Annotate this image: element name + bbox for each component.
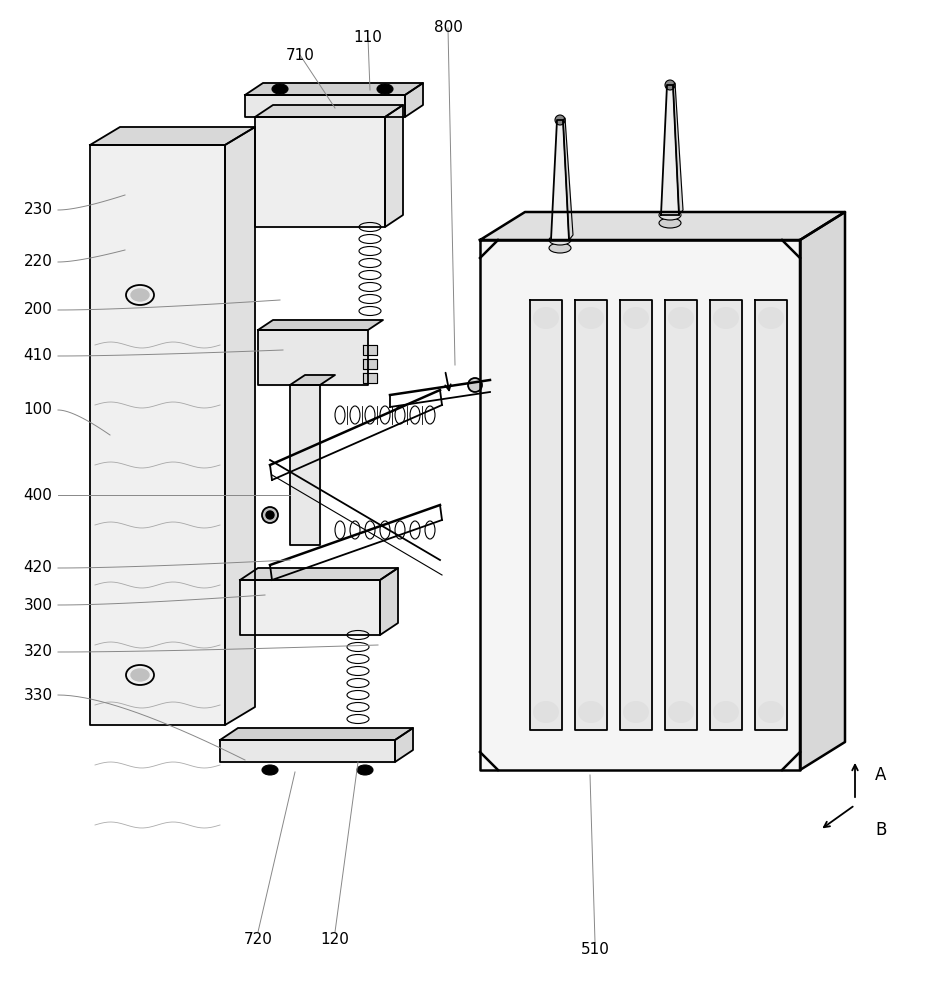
- Polygon shape: [782, 240, 800, 258]
- Polygon shape: [90, 127, 255, 145]
- Polygon shape: [480, 212, 845, 240]
- Polygon shape: [530, 300, 562, 730]
- Polygon shape: [405, 83, 423, 117]
- Ellipse shape: [360, 767, 370, 773]
- Text: 410: 410: [24, 349, 53, 363]
- Polygon shape: [661, 85, 679, 215]
- Text: 120: 120: [321, 932, 350, 948]
- Text: B: B: [875, 821, 886, 839]
- Text: 510: 510: [581, 942, 609, 958]
- Ellipse shape: [713, 701, 739, 723]
- Ellipse shape: [533, 307, 559, 329]
- Polygon shape: [782, 752, 800, 770]
- Polygon shape: [480, 752, 498, 770]
- Polygon shape: [245, 83, 423, 95]
- Polygon shape: [480, 240, 800, 770]
- Ellipse shape: [659, 210, 681, 220]
- Polygon shape: [710, 300, 742, 730]
- Ellipse shape: [533, 701, 559, 723]
- Text: 110: 110: [353, 30, 383, 45]
- Circle shape: [262, 507, 278, 523]
- Text: 420: 420: [24, 560, 53, 576]
- Ellipse shape: [659, 218, 681, 228]
- Polygon shape: [220, 728, 413, 740]
- Ellipse shape: [713, 307, 739, 329]
- Polygon shape: [240, 568, 398, 580]
- Ellipse shape: [272, 84, 288, 94]
- Ellipse shape: [265, 767, 275, 773]
- Ellipse shape: [758, 307, 784, 329]
- Ellipse shape: [357, 765, 373, 775]
- Polygon shape: [673, 83, 683, 215]
- Text: 200: 200: [24, 302, 53, 318]
- Polygon shape: [240, 580, 380, 635]
- Polygon shape: [255, 105, 403, 117]
- Text: 720: 720: [243, 932, 273, 948]
- Circle shape: [665, 80, 675, 90]
- Polygon shape: [551, 120, 569, 240]
- Ellipse shape: [131, 669, 149, 681]
- Text: A: A: [875, 766, 886, 784]
- Polygon shape: [225, 127, 255, 725]
- Ellipse shape: [377, 84, 393, 94]
- Polygon shape: [800, 212, 845, 770]
- Text: 800: 800: [433, 20, 462, 35]
- Text: 100: 100: [24, 402, 53, 418]
- Ellipse shape: [131, 289, 149, 301]
- Ellipse shape: [623, 701, 649, 723]
- Polygon shape: [258, 330, 368, 385]
- Ellipse shape: [758, 701, 784, 723]
- Ellipse shape: [623, 307, 649, 329]
- Polygon shape: [220, 740, 395, 762]
- Polygon shape: [563, 118, 573, 240]
- Circle shape: [555, 115, 565, 125]
- Polygon shape: [665, 300, 697, 730]
- Polygon shape: [245, 95, 405, 117]
- Text: 300: 300: [24, 597, 53, 612]
- Text: 710: 710: [286, 47, 315, 62]
- Polygon shape: [480, 240, 498, 258]
- Text: 400: 400: [24, 488, 53, 502]
- Text: 230: 230: [24, 202, 53, 218]
- Ellipse shape: [668, 307, 694, 329]
- Polygon shape: [363, 345, 377, 355]
- Polygon shape: [620, 300, 652, 730]
- Polygon shape: [380, 568, 398, 635]
- Polygon shape: [755, 300, 787, 730]
- Ellipse shape: [262, 765, 278, 775]
- Polygon shape: [385, 105, 403, 227]
- Polygon shape: [290, 375, 335, 385]
- Ellipse shape: [275, 86, 285, 92]
- Circle shape: [266, 511, 274, 519]
- Polygon shape: [575, 300, 607, 730]
- Polygon shape: [90, 145, 225, 725]
- Ellipse shape: [549, 235, 571, 245]
- Polygon shape: [395, 728, 413, 762]
- Text: 220: 220: [24, 254, 53, 269]
- Polygon shape: [363, 359, 377, 369]
- Polygon shape: [290, 385, 320, 545]
- Ellipse shape: [380, 86, 390, 92]
- Ellipse shape: [668, 701, 694, 723]
- Polygon shape: [258, 320, 383, 330]
- Text: 330: 330: [24, 688, 53, 702]
- Ellipse shape: [578, 701, 604, 723]
- Ellipse shape: [549, 243, 571, 253]
- Circle shape: [468, 378, 482, 392]
- Polygon shape: [255, 117, 385, 227]
- Polygon shape: [363, 373, 377, 383]
- Text: 320: 320: [24, 645, 53, 660]
- Ellipse shape: [578, 307, 604, 329]
